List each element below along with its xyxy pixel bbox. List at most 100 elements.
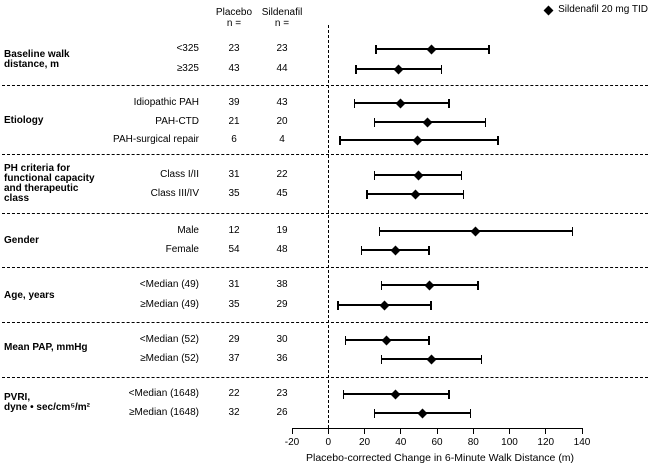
estimate-diamond-icon: [390, 245, 401, 255]
sildenafil-n-value: 20: [276, 116, 288, 127]
x-axis-tick-label: 120: [537, 437, 555, 448]
sildenafil-n-value: 23: [276, 43, 288, 54]
placebo-n-value: 32: [228, 407, 240, 418]
column-header-placebo-label: Placebo: [215, 7, 253, 18]
estimate-diamond-icon: [412, 135, 423, 145]
ci-cap-left: [339, 135, 341, 145]
x-axis-tick: [364, 428, 366, 434]
estimate-diamond-icon: [426, 44, 437, 54]
x-axis-tick-label: 0: [325, 437, 332, 448]
subgroup-label: <325: [176, 43, 199, 54]
estimate-diamond-icon: [395, 98, 406, 108]
ci-cap-left: [380, 280, 383, 290]
placebo-n-value: 22: [228, 388, 240, 399]
subgroup-label: <Median (49): [139, 279, 199, 290]
legend-label: Sildenafil 20 mg TID: [558, 4, 648, 15]
ci-cap-right: [480, 354, 483, 364]
ci-cap-right: [571, 226, 573, 236]
estimate-diamond-icon: [422, 117, 433, 127]
ci-cap-right: [430, 300, 432, 310]
ci-cap-right: [448, 389, 450, 399]
x-axis-tick: [291, 428, 293, 434]
sildenafil-n-value: 23: [276, 388, 288, 399]
x-axis-tick-label: 40: [395, 437, 407, 448]
subgroup-label: <Median (1648): [128, 388, 199, 399]
section-divider: [2, 85, 648, 86]
sildenafil-n-value: 19: [276, 225, 288, 236]
x-axis-tick-label: 100: [501, 437, 518, 448]
group-label: functional capacity: [4, 173, 95, 184]
ci-cap-right: [441, 64, 443, 74]
section-divider: [2, 267, 648, 268]
subgroup-label: Male: [177, 225, 199, 236]
ci-cap-right: [428, 245, 430, 255]
estimate-diamond-icon: [470, 226, 481, 236]
subgroup-label: <Median (52): [139, 334, 199, 345]
placebo-n-value: 31: [228, 279, 240, 290]
placebo-n-value: 54: [228, 244, 240, 255]
subgroup-label: ≥Median (52): [140, 353, 199, 364]
estimate-diamond-icon: [381, 335, 392, 345]
section-divider: [2, 377, 648, 378]
estimate-diamond-icon: [417, 408, 428, 418]
ci-cap-left: [360, 245, 363, 255]
subgroup-label: PAH-CTD: [155, 116, 199, 127]
sildenafil-n-value: 45: [276, 188, 288, 199]
ci-cap-right: [428, 335, 430, 345]
group-label: class: [4, 193, 30, 204]
subgroup-label: Class I/II: [160, 169, 199, 180]
group-label: Gender: [4, 235, 40, 246]
subgroup-label: ≥Median (49): [140, 299, 199, 310]
legend: Sildenafil 20 mg TID: [543, 4, 648, 16]
x-axis-tick-label: 20: [358, 437, 371, 448]
subgroup-label: PAH-surgical repair: [113, 134, 199, 145]
x-axis-tick: [509, 428, 511, 434]
sildenafil-n-value: 44: [276, 63, 288, 74]
ci-cap-right: [462, 189, 465, 199]
column-header-sildenafil: Sildenafil n =: [256, 7, 308, 29]
ci-cap-left: [355, 64, 357, 74]
zero-reference-line: [327, 25, 329, 428]
x-axis-tick: [545, 428, 547, 434]
ci-cap-left: [375, 44, 377, 54]
subgroup-label: Class III/IV: [150, 188, 199, 199]
placebo-n-value: 6: [231, 134, 237, 145]
group-label: PH criteria for: [4, 163, 71, 174]
x-axis-tick-label: 140: [573, 437, 591, 448]
ci-cap-left: [380, 354, 383, 364]
section-divider: [2, 213, 648, 214]
column-header-sildenafil-n: n =: [274, 18, 290, 29]
placebo-n-value: 23: [228, 43, 240, 54]
sildenafil-n-value: 38: [276, 279, 288, 290]
ci-cap-left: [337, 300, 339, 310]
placebo-n-value: 39: [228, 97, 240, 108]
sildenafil-n-value: 22: [276, 169, 288, 180]
group-label: and therapeutic: [4, 183, 79, 194]
estimate-diamond-icon: [424, 280, 435, 290]
sildenafil-n-value: 4: [279, 134, 285, 145]
subgroup-label: Female: [165, 244, 199, 255]
ci-cap-left: [373, 408, 375, 418]
estimate-diamond-icon: [410, 189, 421, 199]
column-header-placebo: Placebo n =: [212, 7, 256, 29]
x-axis-tick: [581, 428, 583, 434]
estimate-diamond-icon: [426, 354, 437, 364]
ci-cap-left: [353, 98, 356, 108]
group-label: Etiology: [4, 115, 44, 126]
placebo-n-value: 29: [228, 334, 240, 345]
ci-cap-left: [342, 389, 345, 399]
group-label: PVRI,: [4, 392, 31, 403]
x-axis-title: Placebo-corrected Change in 6-Minute Wal…: [306, 452, 575, 464]
sildenafil-n-value: 26: [276, 407, 288, 418]
section-divider: [2, 154, 648, 155]
estimate-diamond-icon: [379, 300, 390, 310]
sildenafil-n-value: 36: [276, 353, 288, 364]
group-label: Mean PAP, mmHg: [4, 342, 88, 353]
placebo-n-value: 21: [228, 116, 240, 127]
group-label: Baseline walk: [4, 49, 70, 60]
x-axis-tick-label: -20: [284, 437, 300, 448]
estimate-diamond-icon: [413, 170, 424, 180]
ci-cap-left: [379, 226, 381, 236]
group-label: distance, m: [4, 59, 60, 70]
